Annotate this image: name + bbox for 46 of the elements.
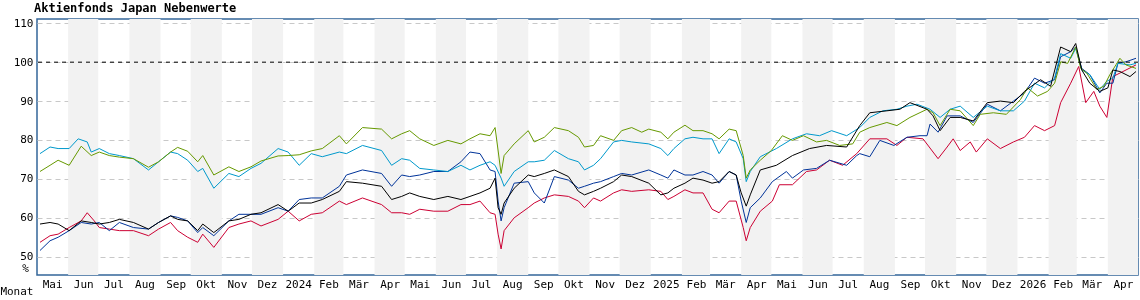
x-tick-label: Apr	[380, 277, 401, 291]
x-tick-label: Mär	[1082, 277, 1103, 291]
x-tick-label: Feb	[318, 277, 339, 291]
x-tick-label: Mär	[715, 277, 736, 291]
x-tick-label: 2025	[653, 277, 680, 291]
y-axis-title: %	[22, 261, 30, 275]
x-tick-label: Jul	[103, 277, 124, 291]
x-tick-label: Aug	[869, 277, 890, 291]
x-tick-label: Dez	[257, 277, 278, 291]
x-tick-label: Sep	[166, 277, 187, 291]
x-tick-label: Jun	[73, 277, 94, 291]
x-tick-label: Mär	[349, 277, 370, 291]
y-tick-label: 110	[13, 16, 34, 30]
x-tick-label: 2024	[285, 277, 313, 291]
x-tick-label: Aug	[502, 277, 523, 291]
x-tick-label: Dez	[991, 277, 1012, 291]
x-tick-label: Jul	[471, 277, 492, 291]
x-tick-label: Feb	[686, 277, 707, 291]
y-tick-label: 90	[20, 94, 34, 108]
y-tick-label: 80	[20, 133, 34, 147]
x-tick-label: Nov	[595, 277, 616, 291]
x-tick-label: Aug	[135, 277, 155, 291]
x-tick-label: Apr	[746, 277, 768, 291]
x-tick-label: Nov	[961, 277, 983, 291]
y-tick-label: 60	[20, 211, 34, 225]
y-tick-label: 50	[20, 250, 34, 264]
x-tick-label: Mai	[410, 277, 431, 291]
y-tick-label: 100	[13, 55, 34, 69]
x-tick-label: Feb	[1053, 277, 1074, 291]
x-tick-label: Jun	[441, 277, 462, 291]
y-tick-label: 70	[20, 172, 34, 186]
x-tick-label: Okt	[196, 277, 217, 291]
x-tick-label: Jul	[838, 277, 859, 291]
x-tick-label: Jun	[808, 277, 828, 291]
x-tick-label: Dez	[625, 277, 646, 291]
x-tick-label: Sep	[533, 277, 554, 291]
x-tick-label: Mai	[42, 277, 63, 291]
x-tick-label: Mai	[776, 277, 797, 291]
x-tick-label: Okt	[564, 277, 584, 291]
x-tick-label: 2026	[1019, 277, 1047, 291]
x-tick-label: Okt	[930, 277, 951, 291]
chart-title: Aktienfonds Japan Nebenwerte	[34, 1, 237, 16]
x-tick-label: Nov	[227, 277, 248, 291]
x-tick-label: Sep	[900, 277, 921, 291]
x-tick-label: Apr	[1113, 277, 1134, 291]
x-axis-title: Monat	[0, 284, 34, 298]
